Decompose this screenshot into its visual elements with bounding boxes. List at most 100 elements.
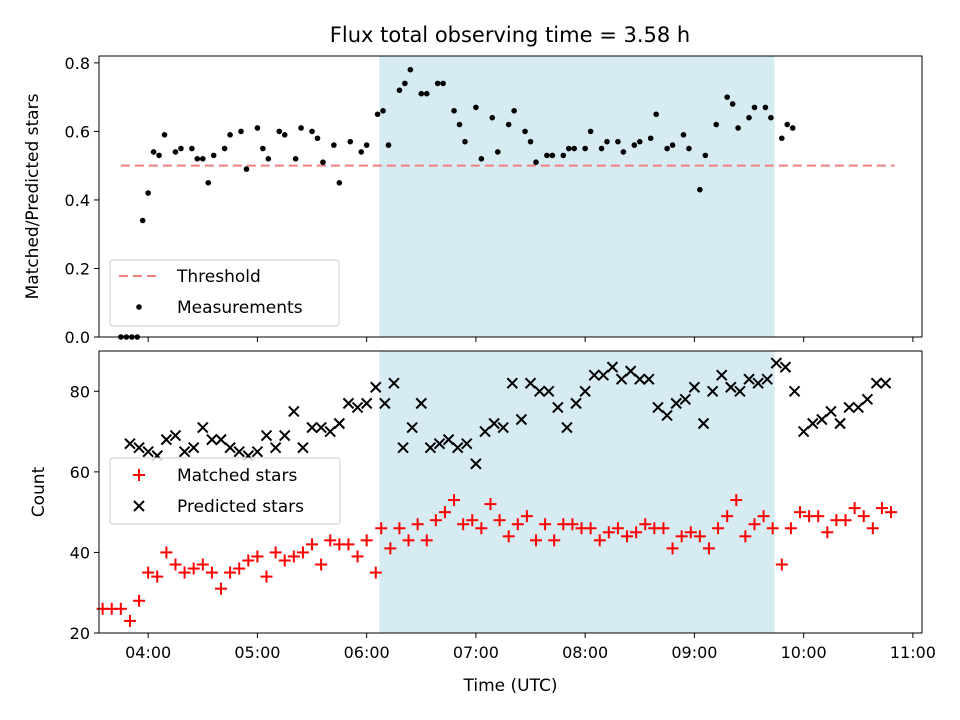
predicted-star-point [306, 421, 318, 434]
predicted-star-point [342, 397, 355, 410]
predicted-star-point [670, 397, 682, 410]
top-y-ticks: 0.0 0.2 0.4 0.6 0.8 [65, 54, 99, 347]
predicted-star-point [807, 417, 819, 430]
measurement-point [407, 66, 414, 73]
predicted-star-point [834, 417, 846, 430]
matched-star-point [502, 530, 515, 543]
measurement-point [762, 104, 769, 111]
predicted-star-point [615, 373, 628, 385]
predicted-star-point [797, 425, 810, 438]
matched-star-point [539, 518, 552, 531]
measurement-point [139, 217, 146, 224]
measurement-point [636, 138, 643, 145]
matched-star-point [114, 602, 127, 615]
measurement-point [615, 138, 621, 145]
predicted-star-point [224, 441, 236, 454]
predicted-star-point [379, 397, 391, 410]
measurement-point [697, 186, 703, 193]
measurement-point [194, 156, 201, 162]
bottom-y-tick-label: 60 [70, 463, 90, 482]
measurement-point [331, 142, 337, 148]
measurement-point [653, 111, 659, 118]
measurement-point [374, 111, 381, 118]
measurement-point [571, 145, 578, 152]
measurement-point [505, 121, 512, 128]
predicted-star-point [643, 373, 655, 385]
matched-star-point [196, 558, 209, 571]
matched-star-point [757, 510, 770, 523]
measurement-point [396, 87, 403, 94]
measurement-point [276, 128, 283, 135]
bottom-x-tick-label: 04:00 [125, 643, 171, 662]
matched-star-point [602, 526, 615, 539]
predicted-star-point [142, 446, 154, 458]
predicted-star-point [470, 458, 482, 470]
measurement-point [150, 149, 157, 155]
matched-star-point [278, 554, 291, 567]
predicted-star-point [816, 413, 828, 426]
measurement-point [434, 80, 441, 87]
bottom-x-tick-label: 09:00 [671, 643, 717, 662]
predicted-star-point [770, 357, 783, 369]
matched-star-point [187, 562, 200, 575]
matched-star-point [520, 510, 533, 523]
matched-star-point [721, 510, 734, 523]
predicted-star-point [324, 425, 336, 438]
measurements-points [118, 66, 796, 340]
measurement-point [478, 156, 485, 162]
predicted-star-point [124, 437, 136, 450]
matched-star-point [123, 614, 136, 627]
measurement-point [647, 135, 654, 142]
measurement-point [686, 145, 692, 152]
matched-star-point [593, 534, 606, 547]
predicted-star-point [515, 413, 528, 426]
measurement-point [156, 152, 162, 159]
measurement-point [336, 179, 343, 186]
predicted-star-point [206, 433, 218, 446]
measurement-point [598, 145, 605, 152]
predicted-star-point [260, 429, 273, 442]
matched-star-point [739, 530, 752, 543]
predicted-star-point [424, 441, 437, 454]
matched-star-point [493, 514, 506, 527]
matched-star-point [885, 506, 898, 519]
matched-star-point [306, 538, 319, 551]
predicted-star-point [779, 361, 792, 373]
matched-star-point [875, 502, 888, 515]
matched-star-point [287, 550, 300, 563]
measurement-point [489, 114, 496, 121]
matched-star-point [160, 546, 173, 559]
matched-star-point [812, 510, 825, 523]
measurement-point [778, 135, 785, 142]
predicted-star-point [879, 377, 892, 389]
matched-star-point [324, 534, 337, 547]
measurement-point [746, 114, 752, 121]
predicted-stars-legend-label: Predicted stars [177, 497, 304, 517]
matched-star-point [214, 582, 227, 595]
matched-star-point [393, 522, 406, 535]
measurement-point [347, 138, 354, 145]
predicted-star-point [624, 365, 637, 377]
measurement-point [260, 145, 266, 152]
top-panel: 0.00.20.40.60.8 Matched/Predicted stars … [23, 54, 923, 347]
predicted-star-point [388, 377, 400, 389]
predicted-star-point [761, 373, 773, 385]
measurement-point [729, 101, 736, 107]
predicted-star-point [861, 393, 874, 406]
predicted-star-point [597, 369, 610, 381]
top-axes-frame [98, 55, 923, 338]
matched-star-point [315, 558, 328, 571]
matched-star-point [411, 518, 424, 531]
chart-title: Flux total observing time = 3.58 h [330, 23, 690, 47]
top-y-tick-label: 0.2 [65, 259, 90, 278]
measurement-point [402, 80, 408, 87]
measurement-point [784, 121, 791, 128]
predicted-star-point [734, 385, 746, 397]
matched-star-point [133, 594, 146, 607]
matched-star-point [466, 514, 479, 527]
measurement-point [582, 145, 588, 152]
measurement-point [238, 128, 244, 135]
bottom-x-axis-label: Time (UTC) [463, 676, 558, 696]
predicted-star-point [661, 409, 673, 422]
matched-star-point [402, 534, 415, 547]
